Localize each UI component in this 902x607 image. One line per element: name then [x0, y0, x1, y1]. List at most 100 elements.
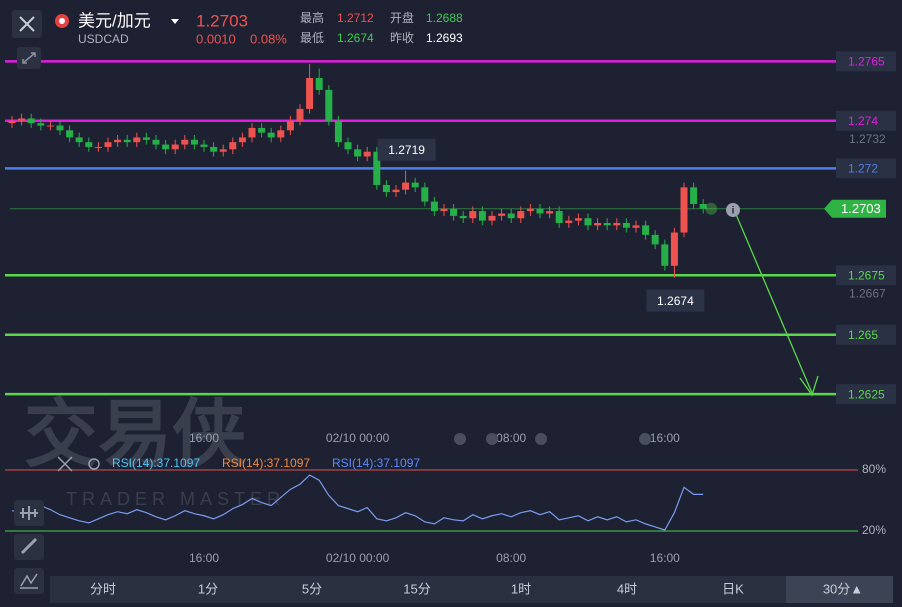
candle-body [344, 142, 352, 150]
candle-body [690, 187, 698, 204]
stat-label: 昨收 [390, 31, 414, 45]
candle-body [603, 222, 611, 226]
price-line-label: 1.265 [848, 328, 878, 342]
candle-body [613, 222, 621, 226]
stat-value: 1.2688 [426, 11, 463, 25]
x-tick-label: 08:00 [496, 551, 526, 565]
timeframe-bar [50, 576, 893, 603]
candle-body [574, 218, 582, 221]
candle-body [670, 232, 678, 266]
last-price-tag [824, 199, 886, 218]
rsi-label: RSI(14):37.1097 [332, 456, 420, 470]
x-tick-label: 16:00 [189, 431, 219, 445]
candle-body [296, 108, 304, 121]
symbol-code: USDCAD [78, 32, 129, 46]
timeframe-button[interactable]: 4时 [617, 581, 637, 596]
candle-body [286, 120, 294, 131]
timeframe-button[interactable]: 1分 [198, 581, 218, 596]
timeframe-button[interactable]: 分时 [90, 581, 116, 596]
rsi-settings[interactable] [88, 458, 100, 470]
candle-body [507, 213, 515, 219]
candle-body [536, 208, 544, 214]
close-icon [19, 16, 35, 32]
candle-body [459, 215, 467, 219]
candle-body [651, 234, 659, 245]
candle-body [181, 139, 189, 145]
candle-body [584, 218, 592, 226]
candle-body [488, 215, 496, 221]
event-dot[interactable] [535, 433, 547, 445]
candle-body [411, 182, 419, 188]
candle-body [27, 118, 35, 124]
candle-body [517, 211, 525, 219]
candle-body [277, 130, 285, 138]
candle-body [8, 120, 16, 124]
candle-body [450, 208, 458, 216]
candle-body [37, 123, 45, 126]
stat-label: 最高 [300, 10, 324, 25]
candle-body [622, 222, 630, 228]
candle-body [594, 222, 602, 226]
trend-arrow [734, 211, 813, 394]
y-tick-label: 1.2667 [849, 286, 886, 300]
candle-body [315, 78, 323, 90]
timeframe-button[interactable]: 30分▲ [823, 581, 863, 596]
candle-body [565, 220, 573, 223]
price-line-label: 1.2765 [848, 55, 885, 69]
candle-body [258, 127, 266, 133]
y-tick-label: 1.2732 [849, 132, 886, 146]
price-line-label: 1.274 [848, 114, 878, 128]
candle-body [392, 189, 400, 193]
candle-body [210, 146, 218, 152]
timeframes: 分时 1分 5分 15分 1时 4时 日K 30分▲ [90, 581, 863, 596]
event-dot[interactable] [639, 433, 651, 445]
x-tick-label: 16:00 [650, 551, 680, 565]
candle-body [114, 139, 122, 143]
timeframe-button[interactable]: 日K [722, 581, 744, 596]
rsi-close[interactable] [57, 456, 73, 472]
dropdown-caret[interactable] [171, 19, 179, 24]
last-glow [705, 202, 718, 215]
flag-icon-inner [59, 18, 65, 24]
candle-body [632, 225, 640, 228]
candle-body [699, 203, 707, 209]
candle-body [142, 137, 150, 140]
candle-body [238, 137, 246, 143]
candle-body [526, 208, 534, 212]
candle-body [248, 127, 256, 138]
candle-body [661, 244, 669, 266]
stat-value: 1.2674 [337, 31, 374, 45]
candle-body [306, 78, 314, 109]
candle-body [162, 144, 170, 150]
info-icon[interactable] [726, 203, 740, 217]
x-tick-label: 16:00 [189, 551, 219, 565]
candle-body [402, 182, 410, 190]
x-tick-label: 02/10 00:00 [326, 551, 390, 565]
candle-body [85, 142, 93, 147]
rsi-level-label: 20% [862, 523, 886, 537]
candle-body [430, 201, 438, 212]
candle-body [373, 151, 381, 185]
event-dot[interactable] [454, 433, 466, 445]
tool-icon [20, 537, 38, 555]
candle-body [478, 211, 486, 221]
price-line-tag [836, 110, 896, 131]
timeframe-button[interactable]: 5分 [302, 581, 322, 596]
watermark-cn: 交易侠 [24, 393, 247, 476]
watermark: 交易侠 TRADER MASTER [24, 393, 280, 509]
candle-body [94, 146, 102, 148]
candle-body [66, 130, 74, 138]
stat-label: 开盘 [390, 10, 414, 25]
x-tick-label: 02/10 00:00 [326, 431, 390, 445]
symbol[interactable]: 美元/加元 [78, 11, 151, 30]
last-price-label: 1.2703 [841, 201, 881, 216]
candle-body [75, 137, 83, 143]
timeframe-button[interactable]: 1时 [511, 581, 531, 596]
timeframe-button[interactable]: 15分 [403, 581, 430, 596]
candle-body [267, 132, 275, 138]
stat-value: 1.2693 [426, 31, 463, 45]
candle-body [325, 89, 333, 121]
event-dot[interactable] [486, 433, 498, 445]
